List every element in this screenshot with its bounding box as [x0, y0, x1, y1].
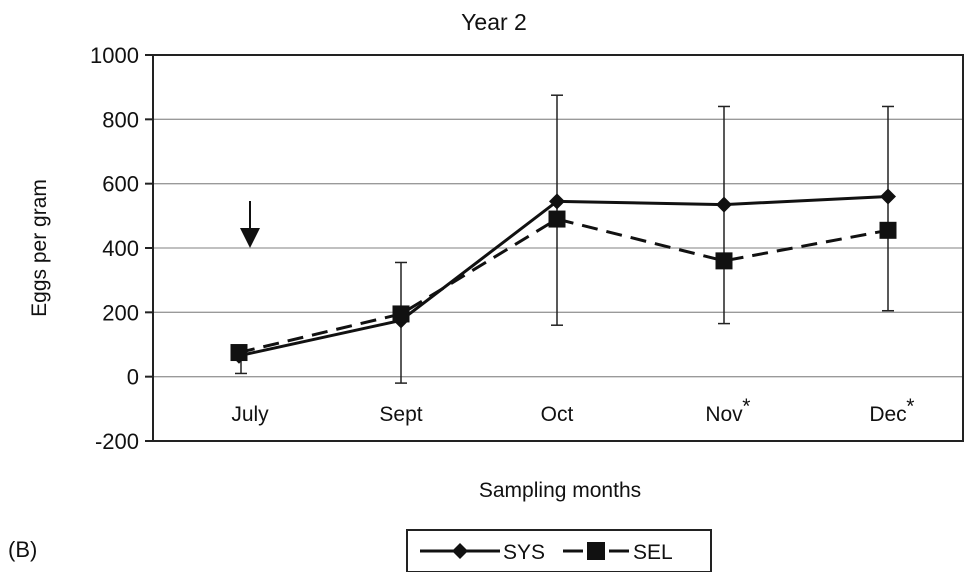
x-tick-label: July: [231, 403, 269, 426]
sys-point: [880, 188, 896, 205]
significance-marker: *: [906, 395, 914, 418]
y-tick-label: -200: [95, 429, 139, 454]
error-bars: [235, 94, 894, 384]
y-axis-label: Eggs per gram: [28, 179, 51, 317]
sel-point: [548, 210, 566, 228]
panel-label: (B): [8, 537, 37, 562]
arrow-head: [240, 228, 260, 248]
series-line-sel: [238, 217, 889, 355]
sys-point: [716, 196, 732, 213]
y-tick-label: 800: [102, 107, 139, 132]
series-markers: [230, 188, 897, 364]
sys-point: [549, 193, 565, 210]
x-tick-label: Oct: [541, 403, 574, 426]
legend-marker-sel: [587, 542, 605, 560]
sel-point: [879, 221, 897, 239]
x-tick-label: Sept: [379, 403, 422, 426]
legend-label-sys: SYS: [503, 541, 545, 564]
legend-marker-sys: [452, 543, 468, 559]
y-tick-label: 200: [102, 300, 139, 325]
significance-marker: *: [742, 395, 750, 418]
x-axis-categories: July Sept Oct Nov * Dec *: [231, 395, 914, 426]
y-tick-label: 400: [102, 236, 139, 261]
y-tick-label: 600: [102, 172, 139, 197]
y-axis-ticks: -200 0 200 400 600 800 1000: [90, 43, 153, 454]
y-tick-label: 0: [127, 365, 139, 390]
x-tick-label: Nov: [705, 403, 743, 426]
x-tick-label: Dec: [869, 403, 906, 426]
sel-point: [392, 305, 410, 323]
sel-point: [715, 252, 733, 270]
x-axis-label: Sampling months: [479, 479, 641, 502]
y-tick-label: 1000: [90, 43, 139, 68]
chart-title: Year 2: [461, 9, 527, 35]
gridlines: [153, 118, 963, 378]
legend-label-sel: SEL: [633, 541, 673, 564]
arrow-annotation: [240, 201, 260, 248]
sel-point: [230, 344, 248, 362]
legend: SYS SEL: [406, 529, 712, 572]
